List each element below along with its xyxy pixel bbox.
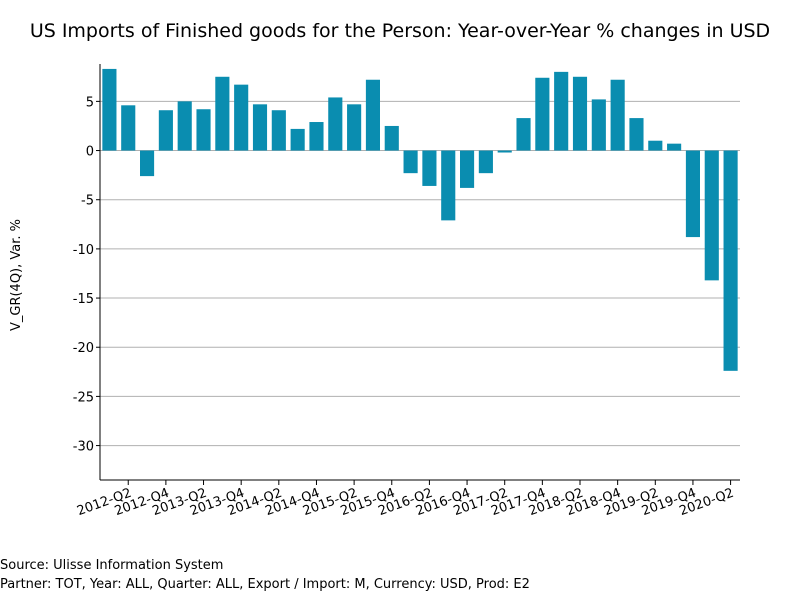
bar [460,150,475,188]
y-tick-label: -25 [73,390,94,405]
bar [422,150,437,186]
bar [403,150,418,174]
bar [309,122,324,151]
filter-note: Partner: TOT, Year: ALL, Quarter: ALL, E… [0,577,530,592]
gridlines [100,100,740,447]
bar [535,77,550,151]
bar [158,110,173,151]
bar [347,104,362,151]
bar [252,104,268,151]
bar [196,109,211,151]
bar [478,150,493,174]
bar [271,110,286,151]
bars [102,68,738,371]
bar [290,128,305,151]
bar [441,150,456,221]
bar [610,79,625,151]
bar [704,150,719,281]
bar [365,79,380,151]
y-tick-label: 5 [86,95,94,110]
bar [629,118,644,151]
bar [234,84,249,151]
y-tick-label: -15 [73,292,94,307]
bar [121,105,136,151]
bar [102,68,117,151]
source-note: Source: Ulisse Information System [0,558,224,573]
bar [685,150,700,238]
y-tick-label: 0 [86,145,94,160]
bar [554,71,569,151]
bar [497,150,512,153]
y-axis-label: V_GR(4Q), Var. % [9,219,24,331]
bar [516,118,531,151]
bar [328,97,343,151]
y-tick-label: -10 [73,243,94,258]
bar [723,150,738,371]
chart-title: US Imports of Finished goods for the Per… [29,20,771,42]
bar [215,76,230,151]
bar [648,140,663,151]
bar [572,76,588,151]
bar [667,143,682,151]
axes [96,64,740,485]
y-tick-label: -20 [73,341,94,356]
y-tick-label: -30 [73,440,94,455]
y-tick-label: -5 [81,194,94,209]
bar [384,125,399,151]
bar [591,99,606,151]
bar [177,101,192,151]
bar [140,150,155,177]
